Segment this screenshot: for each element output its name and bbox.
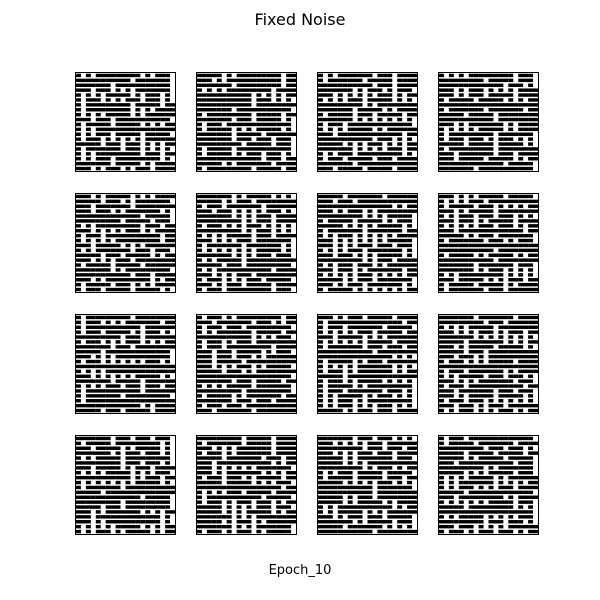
sample-pixels xyxy=(197,73,296,171)
sample-image-5 xyxy=(75,193,176,293)
sample-image-14 xyxy=(196,435,297,535)
sample-image-7 xyxy=(317,193,418,293)
sample-image-9 xyxy=(75,314,176,414)
epoch-label: Epoch_10 xyxy=(268,563,332,578)
sample-pixels xyxy=(197,315,296,413)
sample-image-2 xyxy=(196,72,297,172)
sample-pixels xyxy=(318,73,417,171)
sample-pixels xyxy=(76,315,175,413)
sample-image-8 xyxy=(438,193,539,293)
sample-image-11 xyxy=(317,314,418,414)
sample-pixels xyxy=(439,194,538,292)
sample-pixels xyxy=(439,73,538,171)
sample-pixels xyxy=(318,436,417,534)
sample-image-12 xyxy=(438,314,539,414)
sample-image-16 xyxy=(438,435,539,535)
sample-pixels xyxy=(76,194,175,292)
sample-image-10 xyxy=(196,314,297,414)
generated-image-grid xyxy=(75,72,541,535)
sample-image-13 xyxy=(75,435,176,535)
sample-image-1 xyxy=(75,72,176,172)
sample-pixels xyxy=(439,315,538,413)
sample-image-6 xyxy=(196,193,297,293)
sample-pixels xyxy=(76,436,175,534)
sample-pixels xyxy=(439,436,538,534)
figure-title: Fixed Noise xyxy=(254,10,346,29)
sample-image-15 xyxy=(317,435,418,535)
sample-pixels xyxy=(197,194,296,292)
sample-pixels xyxy=(197,436,296,534)
sample-pixels xyxy=(318,315,417,413)
sample-pixels xyxy=(318,194,417,292)
sample-image-3 xyxy=(317,72,418,172)
sample-pixels xyxy=(76,73,175,171)
sample-image-4 xyxy=(438,72,539,172)
